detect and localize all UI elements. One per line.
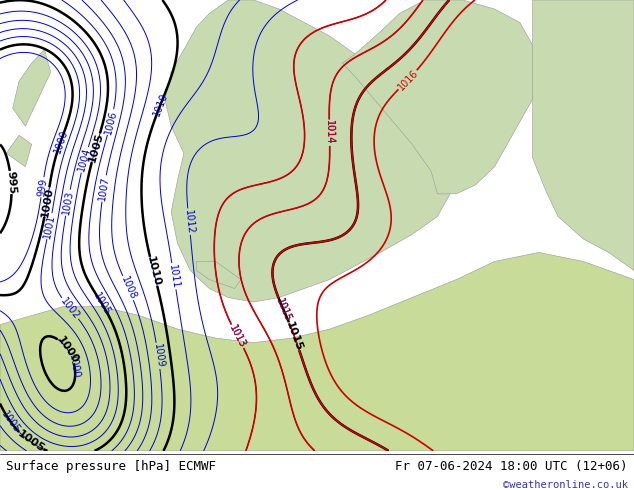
Text: ©weatheronline.co.uk: ©weatheronline.co.uk	[503, 480, 628, 490]
Text: 1014: 1014	[324, 121, 335, 145]
Text: 1010: 1010	[145, 255, 162, 288]
Polygon shape	[6, 135, 32, 167]
Text: Surface pressure [hPa] ECMWF: Surface pressure [hPa] ECMWF	[6, 460, 216, 473]
Text: 995: 995	[5, 171, 17, 195]
Text: 1005: 1005	[0, 409, 22, 435]
Text: 1005: 1005	[91, 291, 112, 317]
Polygon shape	[342, 0, 539, 194]
Polygon shape	[533, 0, 634, 270]
Text: 1005: 1005	[87, 132, 105, 164]
Polygon shape	[13, 49, 51, 126]
Text: 1001: 1001	[42, 213, 56, 239]
Text: 1002: 1002	[58, 295, 82, 321]
Text: 1013: 1013	[228, 323, 247, 349]
Text: 1003: 1003	[61, 190, 75, 216]
Text: 1012: 1012	[183, 209, 195, 234]
Text: 1015: 1015	[275, 297, 294, 324]
Text: 1000: 1000	[52, 128, 69, 155]
Text: Fr 07-06-2024 18:00 UTC (12+06): Fr 07-06-2024 18:00 UTC (12+06)	[395, 460, 628, 473]
Text: 1000: 1000	[55, 334, 81, 366]
Text: 1005: 1005	[15, 429, 46, 455]
Polygon shape	[165, 0, 450, 302]
Text: 1004: 1004	[77, 147, 93, 173]
Text: 1011: 1011	[167, 263, 181, 289]
Text: 1016: 1016	[396, 68, 420, 92]
Text: 1010: 1010	[152, 91, 170, 117]
Text: 1000: 1000	[67, 353, 82, 379]
Text: 1008: 1008	[119, 275, 138, 301]
Text: 1013: 1013	[228, 323, 247, 349]
Polygon shape	[0, 252, 634, 451]
Text: 1014: 1014	[324, 121, 335, 145]
Text: 1009: 1009	[152, 343, 165, 368]
Polygon shape	[197, 262, 241, 289]
Text: 1000: 1000	[39, 186, 55, 218]
Text: 1015: 1015	[275, 297, 294, 324]
Text: 1006: 1006	[103, 109, 119, 135]
Text: 999: 999	[36, 177, 49, 197]
Text: 1015: 1015	[284, 320, 304, 352]
Text: 1007: 1007	[97, 175, 111, 201]
